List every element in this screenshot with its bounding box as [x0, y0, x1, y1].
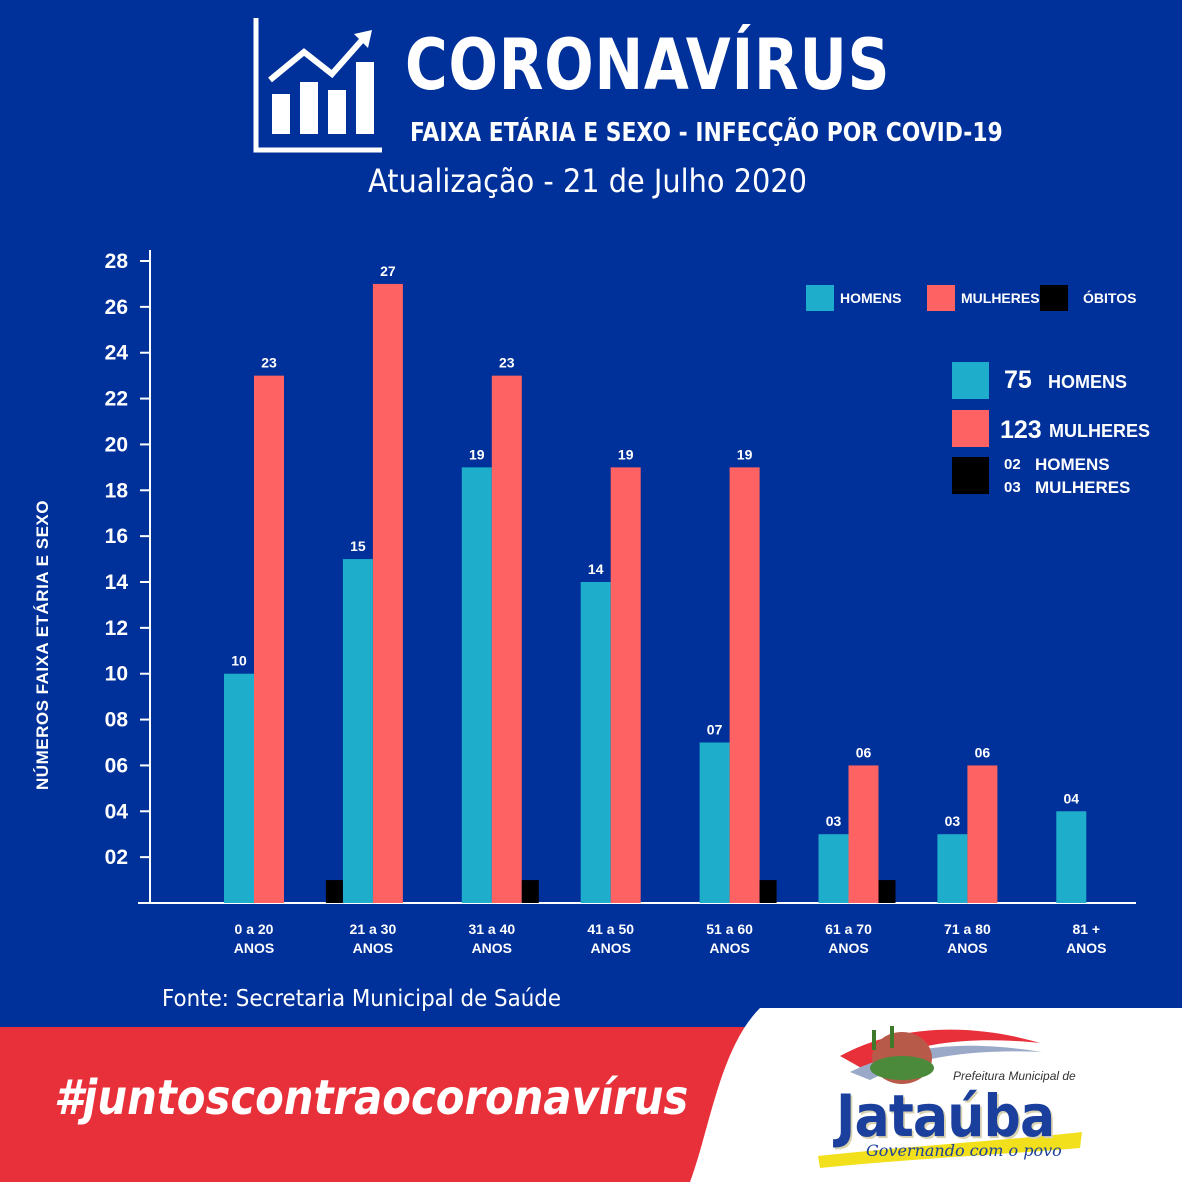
bar-homens — [224, 673, 254, 903]
logo-slogan: Governando com o povo — [866, 1141, 1062, 1160]
totals-swatch-obitos — [952, 457, 989, 494]
y-tick-label: 10 — [105, 663, 128, 686]
y-tick-label: 12 — [105, 617, 128, 640]
data-label-homens: 03 — [826, 813, 842, 829]
data-label-mulheres: 19 — [737, 446, 753, 462]
bar-chart-trend-icon — [253, 18, 382, 153]
totals-mulheres-label: MULHERES — [1049, 421, 1151, 441]
totals-mulheres-count: 123 — [1000, 416, 1042, 444]
bar-homens — [461, 467, 492, 903]
hashtag: #juntoscontraocoronavírus — [54, 1070, 689, 1126]
totals-homens-count: 75 — [1004, 366, 1032, 394]
x-tick-label: 31 a 40 — [468, 921, 515, 937]
data-label-mulheres: 27 — [380, 263, 396, 279]
y-tick-label: 24 — [105, 342, 129, 365]
data-label-homens: 10 — [231, 653, 247, 669]
x-tick-label: 71 a 80 — [944, 921, 991, 937]
logo-city-name: Jataúba — [836, 1082, 1055, 1150]
legend-label-mulheres: MULHERES — [961, 290, 1040, 306]
source-note: Fonte: Secretaria Municipal de Saúde — [162, 986, 562, 1012]
x-tick-label: 81 + — [1072, 921, 1100, 937]
totals-obitos-homens-count: 02 — [1004, 456, 1021, 473]
y-tick-label: 02 — [105, 846, 128, 869]
totals-swatch-mulheres — [952, 410, 989, 447]
x-tick-label: 51 a 60 — [706, 921, 753, 937]
data-label-mulheres: 06 — [975, 744, 991, 760]
totals-swatch-homens — [952, 362, 989, 399]
y-tick-label: 22 — [105, 388, 128, 411]
bar-obitos — [759, 880, 777, 903]
bar-homens — [699, 742, 730, 903]
x-tick-label: 41 a 50 — [587, 921, 634, 937]
totals-obitos-homens-label: HOMENS — [1035, 455, 1110, 474]
bar-chart: 02 04 06 08 10 12 14 16 18 20 22 24 26 28 10 23 0 a 20 AN… — [105, 250, 1136, 956]
legend-swatch-obitos — [1040, 285, 1068, 311]
bar-obitos — [878, 880, 896, 903]
logo-underline-icon — [818, 1132, 1082, 1168]
x-tick-label: ANOS — [590, 940, 630, 956]
legend-swatch-homens — [806, 285, 834, 311]
data-label-mulheres: 23 — [499, 355, 515, 371]
page-subtitle: FAIXA ETÁRIA E SEXO - INFECÇÃO POR COVID… — [410, 118, 1003, 148]
x-tick-label: 61 a 70 — [825, 921, 872, 937]
logo-prefeitura: Prefeitura Municipal de — [953, 1069, 1076, 1083]
y-tick-label: 04 — [105, 800, 129, 823]
bar-homens — [342, 559, 373, 903]
totals-panel: 75 HOMENS 123 MULHERES 02 HOMENS 03 MULH… — [952, 360, 1162, 500]
bar-mulheres — [254, 375, 284, 904]
y-tick-label: 14 — [105, 571, 129, 594]
x-tick-label: 0 a 20 — [235, 921, 274, 937]
x-tick-label: 21 a 30 — [350, 921, 397, 937]
bar-mulheres — [729, 467, 760, 903]
bar-homens — [937, 834, 968, 903]
bar-mulheres — [848, 765, 879, 903]
x-tick-label: ANOS — [234, 940, 274, 956]
x-tick-label: ANOS — [353, 940, 393, 956]
update-date: Atualização - 21 de Julho 2020 — [368, 162, 807, 200]
page-title: CORONAVÍRUS — [405, 24, 891, 106]
legend-swatch-mulheres — [927, 285, 955, 311]
bar-homens — [580, 582, 611, 903]
bar-mulheres — [967, 765, 998, 903]
data-label-homens: 03 — [945, 813, 961, 829]
totals-obitos-mulheres-label: MULHERES — [1035, 478, 1131, 497]
bar-mulheres — [491, 375, 522, 904]
data-label-homens: 14 — [588, 561, 604, 577]
logo-panel — [690, 1008, 1182, 1182]
bar-mulheres — [610, 467, 641, 903]
data-label-homens: 19 — [469, 446, 485, 462]
totals-obitos-mulheres-count: 03 — [1004, 479, 1021, 496]
x-tick-label: ANOS — [828, 940, 868, 956]
y-tick-label: 06 — [105, 754, 128, 777]
data-label-homens: 15 — [350, 538, 366, 554]
data-label-mulheres: 19 — [618, 446, 634, 462]
y-tick-label: 26 — [105, 296, 128, 319]
legend-label-obitos: ÓBITOS — [1083, 290, 1137, 306]
data-label-mulheres: 23 — [261, 355, 277, 371]
y-tick-label: 28 — [105, 250, 129, 273]
totals-homens-label: HOMENS — [1048, 372, 1128, 392]
y-tick-label: 20 — [105, 433, 128, 456]
data-label-homens: 07 — [707, 722, 723, 738]
bar-mulheres — [372, 283, 403, 903]
y-tick-label: 18 — [105, 479, 129, 502]
x-tick-label: ANOS — [1066, 940, 1106, 956]
x-tick-label: ANOS — [709, 940, 749, 956]
bar-homens — [818, 834, 849, 903]
x-tick-label: ANOS — [472, 940, 512, 956]
bar-homens — [1056, 811, 1087, 903]
chart-legend: HOMENS MULHERES ÓBITOS — [806, 285, 1146, 315]
bar-obitos — [325, 880, 343, 903]
legend-label-homens: HOMENS — [840, 290, 902, 306]
x-tick-label: ANOS — [947, 940, 987, 956]
data-label-homens: 04 — [1064, 790, 1080, 806]
bar-obitos — [521, 880, 539, 903]
y-tick-label: 08 — [105, 709, 129, 732]
data-label-mulheres: 06 — [856, 744, 872, 760]
y-tick-label: 16 — [105, 525, 128, 548]
